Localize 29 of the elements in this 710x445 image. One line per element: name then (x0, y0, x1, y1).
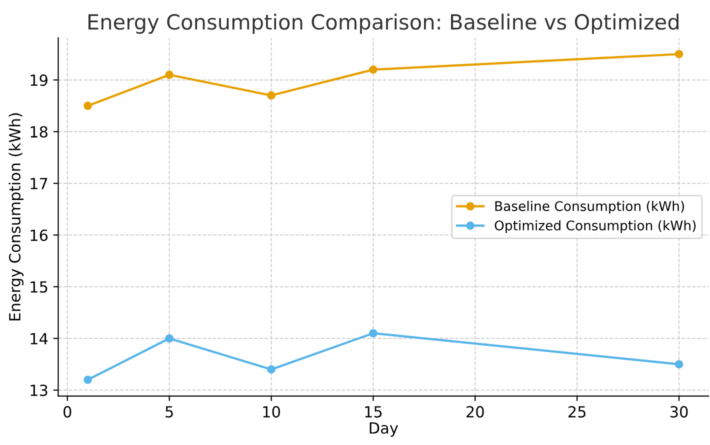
y-tick-label: 16 (30, 229, 48, 242)
y-axis-title: Energy Consumption (kWh) (8, 113, 24, 320)
y-tick-label: 15 (30, 281, 48, 293)
x-axis-title: Day (370, 422, 398, 437)
point (84, 102, 92, 110)
x-tick-label: 10 (263, 406, 280, 418)
x-tick-label: 5 (166, 406, 173, 418)
point (267, 365, 276, 374)
point (165, 70, 174, 79)
x-tick-label: 30 (670, 406, 688, 418)
y-tick-label: 14 (30, 333, 48, 344)
point (369, 65, 378, 74)
chart-title: Energy Consumption Comparison: Baseline vs Optimized (88, 14, 678, 34)
legend-label: Optimized Consumption (kWh) (494, 220, 696, 234)
y-tick-label: 19 (30, 74, 48, 86)
point (165, 334, 174, 343)
y-tick-label: 17 (30, 178, 48, 190)
point (369, 329, 378, 338)
x-tick-label: 15 (365, 406, 382, 418)
point (674, 50, 684, 58)
y-tick-label: 13 (30, 384, 48, 396)
y-tick-label: 18 (30, 126, 48, 138)
point (674, 360, 684, 368)
x-tick-label: 20 (466, 406, 484, 418)
x-tick-label: 25 (568, 406, 586, 418)
x-tick-label: 0 (64, 406, 72, 418)
legend-label: Baseline Consumption (kWh) (495, 200, 684, 214)
point (267, 91, 276, 100)
point (84, 376, 92, 384)
